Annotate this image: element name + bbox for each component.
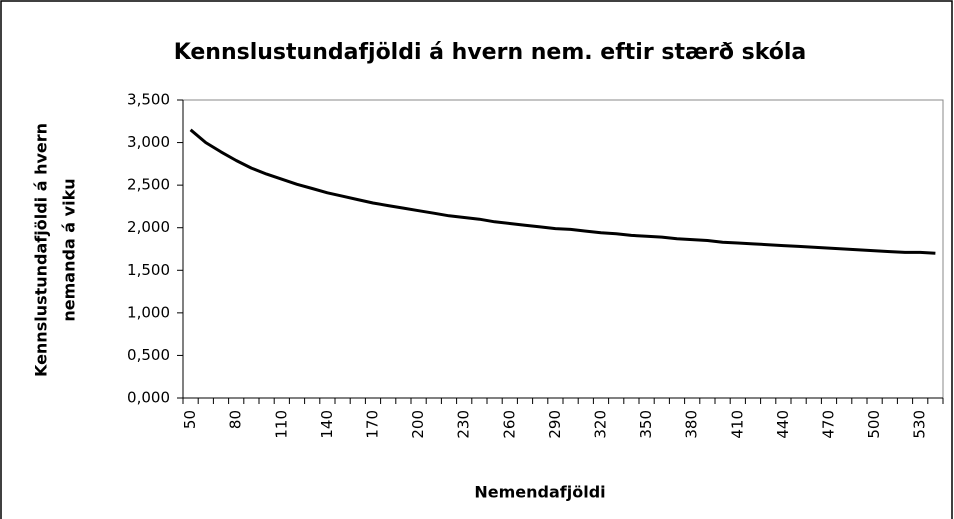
x-tick-label: 380 — [683, 410, 701, 439]
x-tick-label: 530 — [911, 410, 929, 439]
x-tick-label: 440 — [774, 410, 792, 439]
y-tick-label: 1,500 — [127, 261, 170, 279]
chart-title: Kennslustundafjöldi á hvern nem. eftir s… — [174, 40, 807, 65]
y-tick-label: 3,000 — [127, 133, 170, 151]
line-series — [189, 128, 936, 255]
x-tick-label: 200 — [409, 410, 427, 439]
y-tick-label: 2,500 — [127, 176, 170, 194]
plot-area — [182, 99, 944, 399]
x-tick-label: 80 — [227, 410, 245, 429]
x-tick-label: 140 — [318, 410, 336, 439]
y-tick-label: 0,000 — [127, 389, 170, 407]
x-axis-title: Nemendafjöldi — [474, 483, 605, 502]
y-axis-title: nemanda á viku — [60, 178, 79, 321]
x-tick-label: 50 — [181, 410, 199, 429]
x-tick-label: 500 — [865, 410, 883, 439]
y-axis-title: Kennslustundafjöldi á hvern — [32, 123, 51, 377]
y-tick-label: 1,000 — [127, 303, 170, 321]
y-tick-label: 3,500 — [127, 91, 170, 109]
x-tick-label: 290 — [546, 410, 564, 439]
y-tick-label: 0,500 — [127, 346, 170, 364]
x-tick-label: 350 — [637, 410, 655, 439]
x-tick-label: 470 — [820, 410, 838, 439]
x-tick-label: 110 — [272, 410, 290, 439]
y-tick-label: 2,000 — [127, 218, 170, 236]
x-tick-label: 170 — [364, 410, 382, 439]
x-tick-label: 320 — [592, 410, 610, 439]
x-tick-label: 410 — [728, 410, 746, 439]
x-tick-label: 260 — [500, 410, 518, 439]
x-tick-label: 230 — [455, 410, 473, 439]
